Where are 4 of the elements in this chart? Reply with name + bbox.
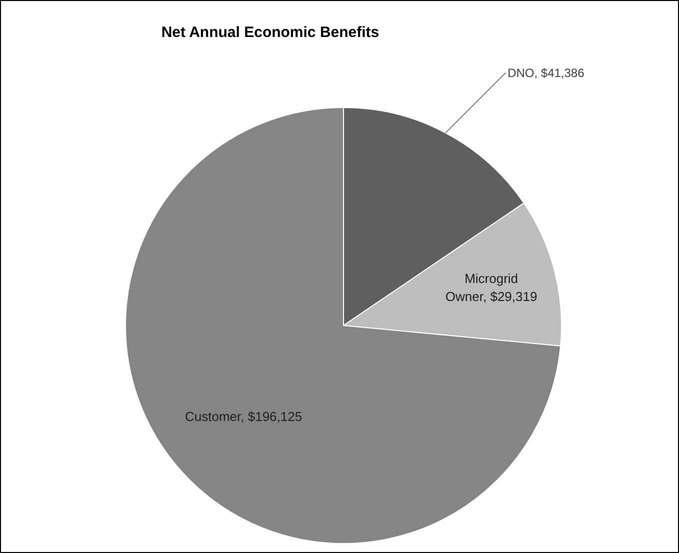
slice-label: Microgrid Owner, $29,319 [445, 271, 538, 304]
slice-label: DNO, $41,386 [508, 66, 585, 80]
chart-title: Net Annual Economic Benefits [161, 24, 380, 41]
slice-label: Customer, $196,125 [185, 408, 302, 424]
